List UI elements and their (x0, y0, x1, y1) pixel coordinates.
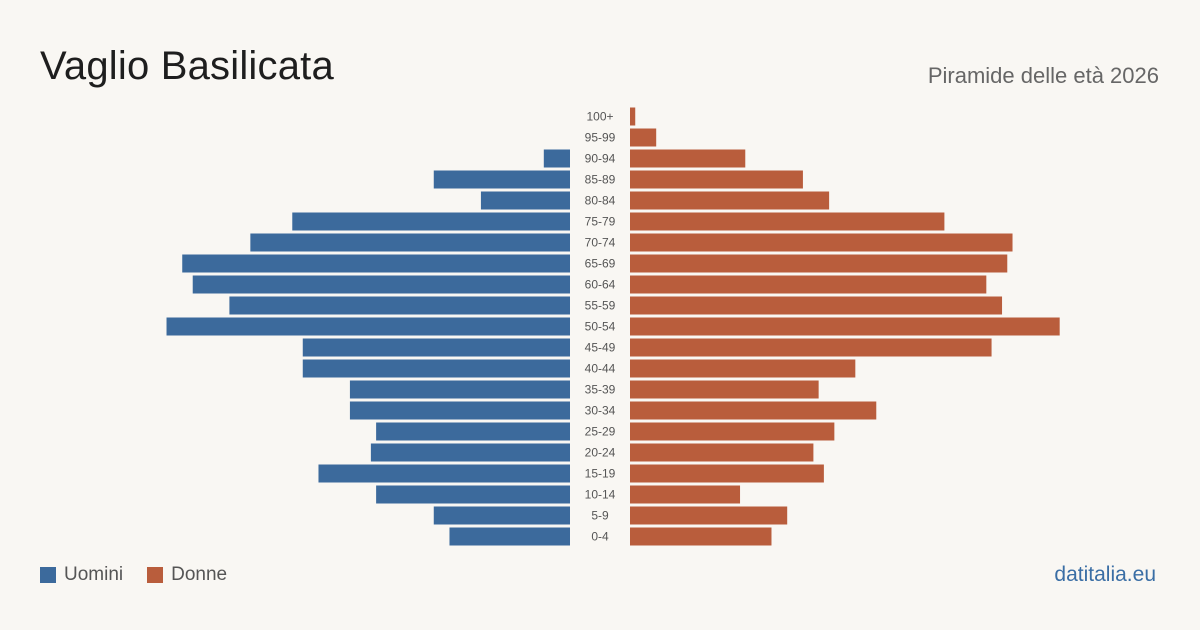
bar-women-40-44 (630, 359, 856, 378)
bar-men-25-29 (376, 422, 570, 441)
bar-women-35-39 (630, 380, 819, 399)
age-label-50-54: 50-54 (585, 320, 616, 334)
bar-women-55-59 (630, 296, 1003, 315)
age-label-70-74: 70-74 (585, 236, 616, 250)
legend-swatch-men (40, 567, 56, 583)
bar-men-15-19 (318, 464, 570, 483)
legend-item-men: Uomini (40, 564, 123, 586)
legend-swatch-women (147, 567, 164, 583)
legend: Uomini Donne (40, 564, 251, 586)
bar-women-65-69 (630, 254, 1008, 273)
bar-men-0-4 (449, 527, 570, 546)
bar-men-55-59 (229, 296, 570, 315)
bar-men-60-64 (192, 275, 570, 294)
age-label-20-24: 20-24 (585, 446, 616, 460)
age-label-100+: 100+ (586, 110, 613, 124)
bar-women-10-14 (630, 485, 741, 504)
age-label-65-69: 65-69 (585, 257, 616, 271)
bar-women-20-24 (630, 443, 814, 462)
bar-women-100+ (630, 107, 636, 126)
bar-men-35-39 (349, 380, 570, 399)
bar-men-40-44 (302, 359, 570, 378)
age-label-5-9: 5-9 (591, 509, 609, 523)
bar-women-60-64 (630, 275, 987, 294)
age-label-85-89: 85-89 (585, 173, 616, 187)
bar-women-80-84 (630, 191, 830, 210)
legend-label-men: Uomini (64, 564, 124, 585)
bar-men-80-84 (480, 191, 570, 210)
bar-men-85-89 (433, 170, 570, 189)
bar-women-70-74 (630, 233, 1013, 252)
bar-men-65-69 (182, 254, 571, 273)
age-label-95-99: 95-99 (585, 131, 616, 145)
age-label-25-29: 25-29 (585, 425, 616, 439)
age-label-60-64: 60-64 (585, 278, 616, 292)
bar-men-30-34 (349, 401, 570, 420)
bar-men-90-94 (543, 149, 570, 168)
bar-men-75-79 (292, 212, 570, 231)
chart-title: Vaglio Basilicata (40, 44, 334, 88)
age-label-45-49: 45-49 (585, 341, 616, 355)
bar-men-45-49 (302, 338, 570, 357)
age-label-55-59: 55-59 (585, 299, 616, 313)
age-label-40-44: 40-44 (585, 362, 616, 376)
bar-women-30-34 (630, 401, 877, 420)
legend-label-women: Donne (171, 564, 228, 585)
bar-men-10-14 (376, 485, 570, 504)
bar-women-95-99 (630, 128, 657, 147)
bar-women-85-89 (630, 170, 803, 189)
bar-women-75-79 (630, 212, 945, 231)
bar-women-50-54 (630, 317, 1060, 336)
bar-men-50-54 (166, 317, 570, 336)
bar-men-5-9 (433, 506, 570, 525)
bar-women-45-49 (630, 338, 992, 357)
age-label-75-79: 75-79 (585, 215, 616, 229)
bar-women-5-9 (630, 506, 788, 525)
bar-women-90-94 (630, 149, 746, 168)
bar-women-15-19 (630, 464, 824, 483)
age-label-80-84: 80-84 (585, 194, 616, 208)
bar-women-25-29 (630, 422, 835, 441)
chart-subtitle: Piramide delle età 2026 (927, 63, 1159, 88)
age-label-0-4: 0-4 (591, 530, 609, 544)
bar-men-70-74 (250, 233, 571, 252)
bar-men-20-24 (370, 443, 570, 462)
age-label-10-14: 10-14 (585, 488, 616, 502)
source-link[interactable]: datitalia.eu (1054, 563, 1156, 586)
age-label-90-94: 90-94 (585, 152, 616, 166)
age-label-30-34: 30-34 (585, 404, 616, 418)
legend-item-women: Donne (147, 564, 227, 586)
age-label-35-39: 35-39 (585, 383, 616, 397)
age-label-15-19: 15-19 (585, 467, 616, 481)
bar-women-0-4 (630, 527, 772, 546)
